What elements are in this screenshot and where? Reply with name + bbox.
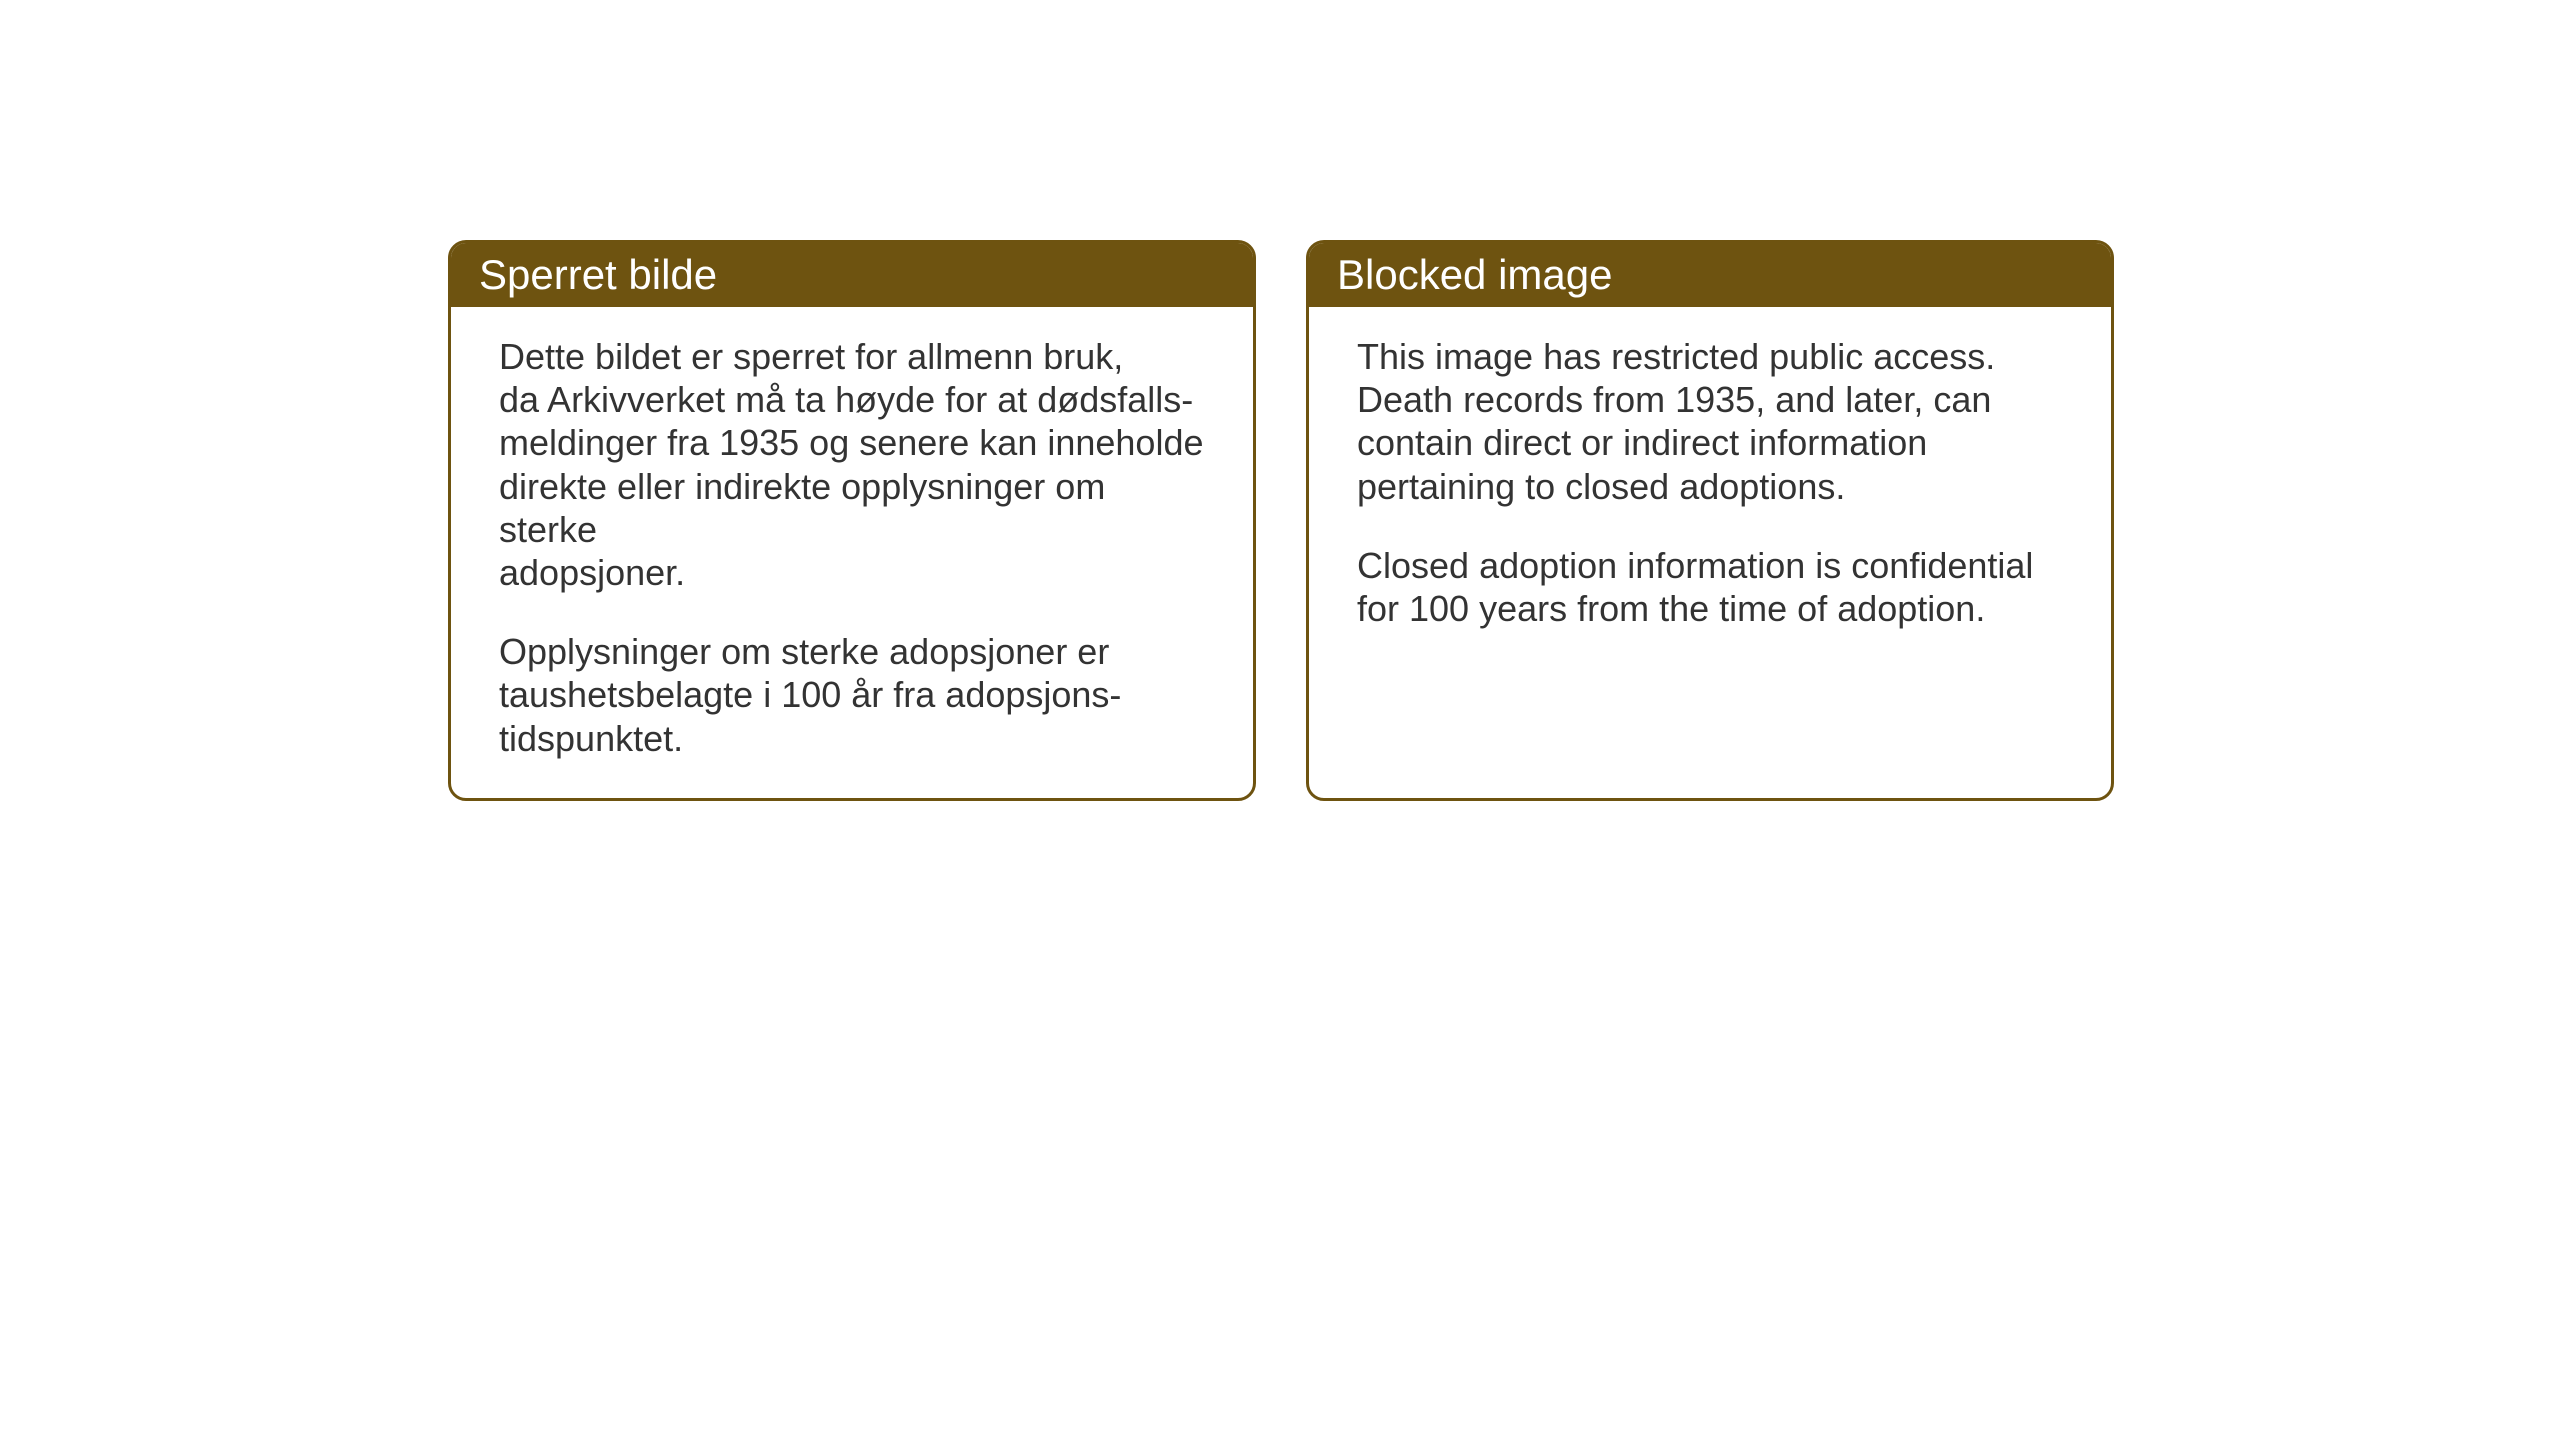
- card-text-line: taushetsbelagte i 100 år fra adopsjons-: [499, 673, 1205, 716]
- cards-container: Sperret bilde Dette bildet er sperret fo…: [448, 240, 2114, 801]
- paragraph-spacer: [1357, 508, 2063, 544]
- card-text-line: Death records from 1935, and later, can: [1357, 378, 2063, 421]
- card-title-english: Blocked image: [1337, 251, 1612, 298]
- card-text-line: Opplysninger om sterke adopsjoner er: [499, 630, 1205, 673]
- card-text-line: da Arkivverket må ta høyde for at dødsfa…: [499, 378, 1205, 421]
- card-text-line: This image has restricted public access.: [1357, 335, 2063, 378]
- card-title-norwegian: Sperret bilde: [479, 251, 717, 298]
- card-text-line: adopsjoner.: [499, 551, 1205, 594]
- card-text-line: contain direct or indirect information: [1357, 421, 2063, 464]
- card-text-line: direkte eller indirekte opplysninger om …: [499, 465, 1205, 551]
- card-body-norwegian: Dette bildet er sperret for allmenn bruk…: [451, 307, 1253, 798]
- card-header-norwegian: Sperret bilde: [451, 243, 1253, 307]
- card-text-line: pertaining to closed adoptions.: [1357, 465, 2063, 508]
- card-text-line: Closed adoption information is confident…: [1357, 544, 2063, 587]
- card-text-line: tidspunktet.: [499, 717, 1205, 760]
- card-text-line: meldinger fra 1935 og senere kan innehol…: [499, 421, 1205, 464]
- paragraph-spacer: [499, 594, 1205, 630]
- card-english: Blocked image This image has restricted …: [1306, 240, 2114, 801]
- card-norwegian: Sperret bilde Dette bildet er sperret fo…: [448, 240, 1256, 801]
- card-text-line: for 100 years from the time of adoption.: [1357, 587, 2063, 630]
- card-header-english: Blocked image: [1309, 243, 2111, 307]
- card-text-line: Dette bildet er sperret for allmenn bruk…: [499, 335, 1205, 378]
- card-body-english: This image has restricted public access.…: [1309, 307, 2111, 668]
